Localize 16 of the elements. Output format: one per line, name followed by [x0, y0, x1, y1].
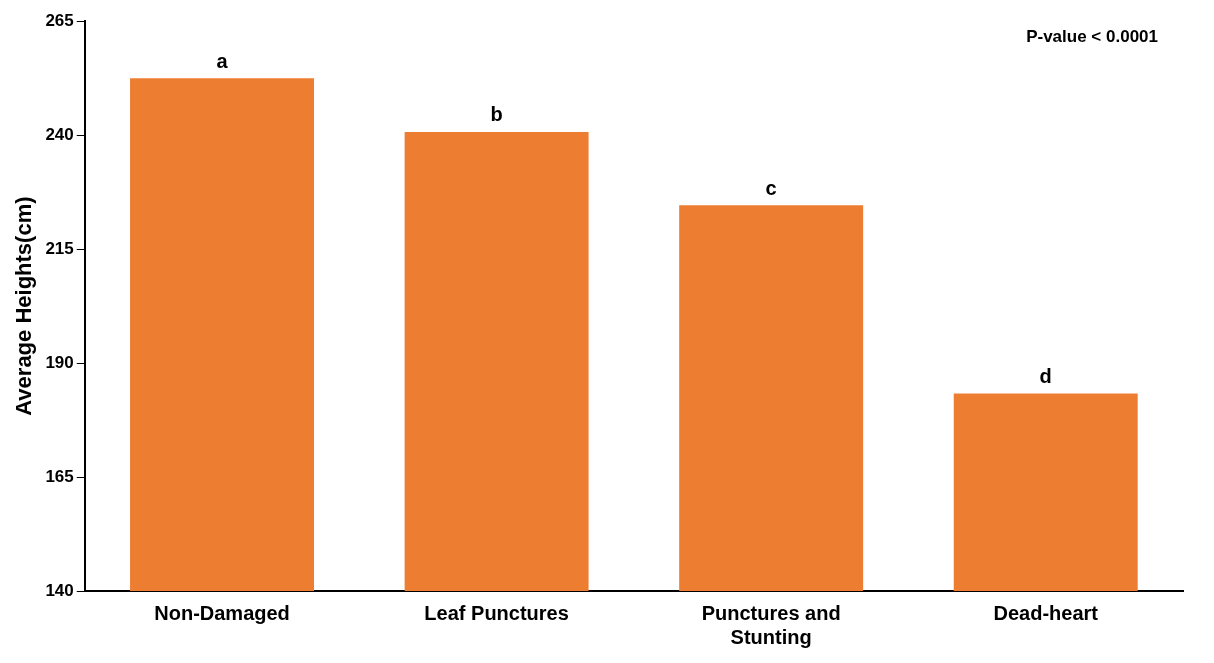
x-tick-label: Punctures and Stunting — [701, 601, 841, 648]
annotation: a — [216, 49, 229, 72]
x-tick-label: Leaf Punctures — [424, 601, 569, 624]
y-tick-label: 265 — [45, 10, 74, 30]
annotation: c — [765, 176, 777, 199]
y-tick-label: 215 — [45, 238, 74, 258]
y-tick-label: 190 — [45, 352, 74, 372]
x-tick-label: Dead-heart — [993, 601, 1099, 624]
y-axis-title: Average Heights(cm) — [11, 196, 37, 416]
annotation: P-value < 0.0001 — [1026, 27, 1158, 47]
x-tick-label: Non-Damaged — [154, 601, 290, 624]
annotation: b — [490, 103, 503, 126]
y-tick-label: 165 — [45, 466, 74, 486]
y-tick-label: 240 — [45, 124, 74, 144]
y-tick-label: 140 — [45, 580, 74, 600]
annotation: d — [1039, 365, 1052, 388]
